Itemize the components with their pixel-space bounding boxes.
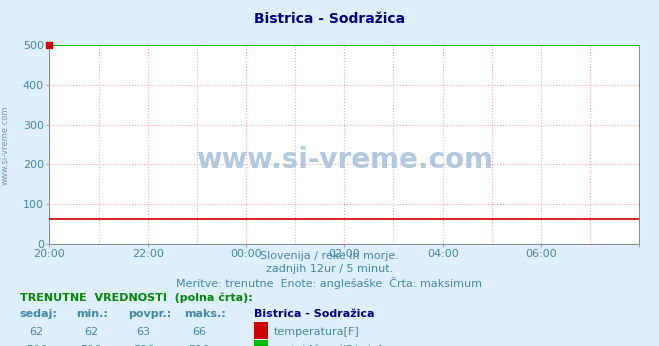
Text: Bistrica - Sodražica: Bistrica - Sodražica	[254, 309, 374, 319]
Text: pretok[čevelj3/min]: pretok[čevelj3/min]	[273, 345, 383, 346]
Text: 63: 63	[136, 327, 151, 337]
Text: TRENUTNE  VREDNOSTI  (polna črta):: TRENUTNE VREDNOSTI (polna črta):	[20, 292, 252, 303]
Text: 506: 506	[80, 345, 101, 346]
Text: 506: 506	[133, 345, 154, 346]
Text: 506: 506	[188, 345, 210, 346]
Text: povpr.:: povpr.:	[129, 309, 172, 319]
Text: www.si-vreme.com: www.si-vreme.com	[196, 146, 493, 174]
Text: Bistrica - Sodražica: Bistrica - Sodražica	[254, 12, 405, 26]
Text: 506: 506	[26, 345, 47, 346]
Text: maks.:: maks.:	[185, 309, 226, 319]
Text: Meritve: trenutne  Enote: anglešaške  Črta: maksimum: Meritve: trenutne Enote: anglešaške Črta…	[177, 277, 482, 289]
Text: sedaj:: sedaj:	[20, 309, 57, 319]
Text: min.:: min.:	[76, 309, 107, 319]
Text: 66: 66	[192, 327, 206, 337]
Text: 62: 62	[84, 327, 98, 337]
Text: www.si-vreme.com: www.si-vreme.com	[1, 106, 10, 185]
Text: Slovenija / reke in morje.: Slovenija / reke in morje.	[260, 251, 399, 261]
Text: zadnjih 12ur / 5 minut.: zadnjih 12ur / 5 minut.	[266, 264, 393, 274]
Text: temperatura[F]: temperatura[F]	[273, 327, 359, 337]
Text: 62: 62	[29, 327, 43, 337]
